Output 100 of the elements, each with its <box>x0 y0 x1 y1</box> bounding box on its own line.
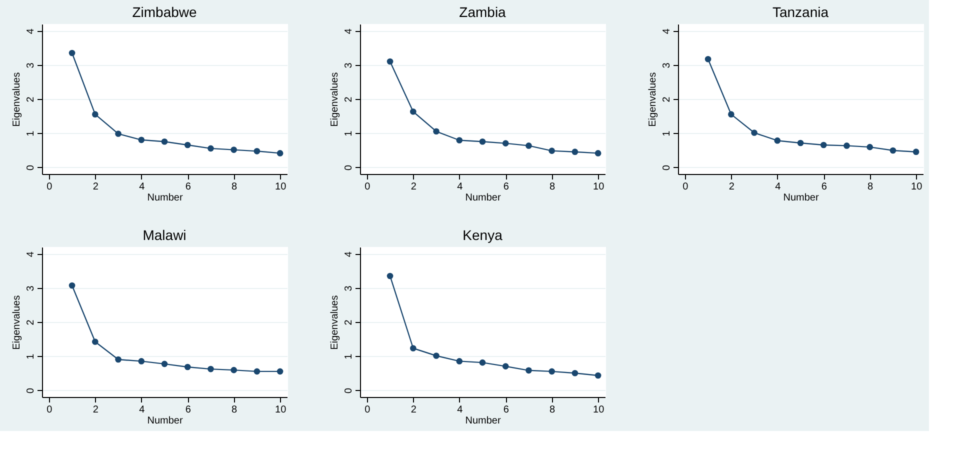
point <box>276 150 284 156</box>
y-axis-title: Eigenvalues <box>12 295 22 350</box>
x-tick-label: 4 <box>139 182 146 192</box>
y-tick-label: 4 <box>26 251 36 258</box>
y-tick-label: 3 <box>344 62 354 68</box>
x-tick-label: 10 <box>275 182 287 192</box>
y-tick-label: 2 <box>26 96 36 102</box>
point <box>386 272 394 280</box>
y-tick-label: 0 <box>26 387 36 394</box>
y-tick-label: 3 <box>662 62 672 68</box>
y-tick-label: 1 <box>26 130 36 136</box>
point <box>526 367 532 374</box>
x-tick-label: 2 <box>92 182 99 192</box>
x-tick-label: 2 <box>728 182 735 192</box>
x-tick-label: 8 <box>550 182 556 192</box>
x-tick-label: 6 <box>185 404 192 416</box>
chart-title: Zambia <box>459 4 506 20</box>
y-tick-label: 3 <box>344 285 354 292</box>
y-tick-label: 4 <box>344 251 354 258</box>
point <box>912 148 920 155</box>
y-tick-label: 1 <box>26 353 36 360</box>
chart-title: Tanzania <box>772 4 829 20</box>
point <box>184 142 191 148</box>
point <box>115 130 122 137</box>
y-tick-label: 4 <box>344 28 354 34</box>
x-axis-title: Number <box>465 192 502 204</box>
y-tick-label: 2 <box>344 96 354 102</box>
point <box>254 148 260 154</box>
chart-title: Kenya <box>462 227 503 243</box>
point <box>456 137 463 144</box>
y-tick-label: 2 <box>662 96 672 102</box>
x-tick-label: 2 <box>92 404 99 416</box>
y-axis-title: Eigenvalues <box>330 72 340 127</box>
point <box>594 372 602 379</box>
x-tick-label: 10 <box>275 404 287 416</box>
point <box>479 359 486 366</box>
x-tick-label: 8 <box>232 404 238 416</box>
y-axis-title: Eigenvalues <box>12 72 22 127</box>
point <box>208 145 214 152</box>
point <box>115 356 122 363</box>
x-tick-label: 4 <box>775 182 782 192</box>
x-tick-label: 0 <box>682 182 689 192</box>
x-tick-label: 6 <box>503 182 510 192</box>
point <box>276 368 284 375</box>
point <box>844 142 850 149</box>
y-tick-label: 2 <box>26 319 36 326</box>
y-axis-title: Eigenvalues <box>648 72 658 127</box>
x-tick-label: 0 <box>46 182 53 192</box>
point <box>479 138 486 145</box>
x-tick-label: 6 <box>185 182 192 192</box>
point <box>433 352 440 359</box>
x-tick-label: 2 <box>410 182 417 192</box>
y-tick-label: 4 <box>662 28 672 34</box>
y-tick-label: 0 <box>662 164 672 170</box>
x-tick-label: 6 <box>503 404 510 416</box>
point <box>572 148 578 155</box>
point <box>184 364 191 370</box>
point <box>68 50 76 56</box>
point <box>92 111 98 118</box>
point <box>92 338 98 345</box>
y-tick-label: 3 <box>26 285 36 292</box>
point <box>502 363 509 370</box>
point <box>254 368 260 375</box>
point <box>728 111 734 118</box>
x-tick-label: 4 <box>457 182 464 192</box>
point <box>502 140 509 146</box>
x-tick-label: 0 <box>364 182 371 192</box>
point <box>138 136 145 144</box>
point <box>161 138 168 145</box>
point <box>820 142 827 148</box>
point <box>526 142 532 149</box>
point <box>751 130 758 136</box>
x-axis-title: Number <box>147 192 184 204</box>
x-tick-label: 0 <box>46 404 53 416</box>
x-axis-title: Number <box>147 416 184 426</box>
y-tick-label: 1 <box>344 130 354 136</box>
chart-title: Zimbabwe <box>132 4 197 20</box>
point <box>866 144 873 150</box>
y-tick-label: 4 <box>26 28 36 34</box>
point <box>410 108 416 115</box>
point <box>594 150 602 156</box>
point <box>797 140 804 146</box>
x-axis-title: Number <box>783 192 820 204</box>
point <box>138 358 145 364</box>
point <box>456 358 463 364</box>
point <box>230 366 237 374</box>
point <box>433 128 440 135</box>
y-axis-title: Eigenvalues <box>330 295 340 350</box>
y-tick-label: 0 <box>344 387 354 394</box>
y-tick-label: 1 <box>662 130 672 136</box>
point <box>572 370 578 376</box>
x-tick-label: 8 <box>232 182 238 192</box>
point <box>890 147 896 154</box>
point <box>68 282 76 289</box>
x-tick-label: 10 <box>593 182 605 192</box>
x-tick-label: 8 <box>868 182 874 192</box>
point <box>410 345 416 352</box>
x-axis-title: Number <box>465 416 502 426</box>
y-tick-label: 3 <box>26 62 36 68</box>
point <box>548 368 555 375</box>
